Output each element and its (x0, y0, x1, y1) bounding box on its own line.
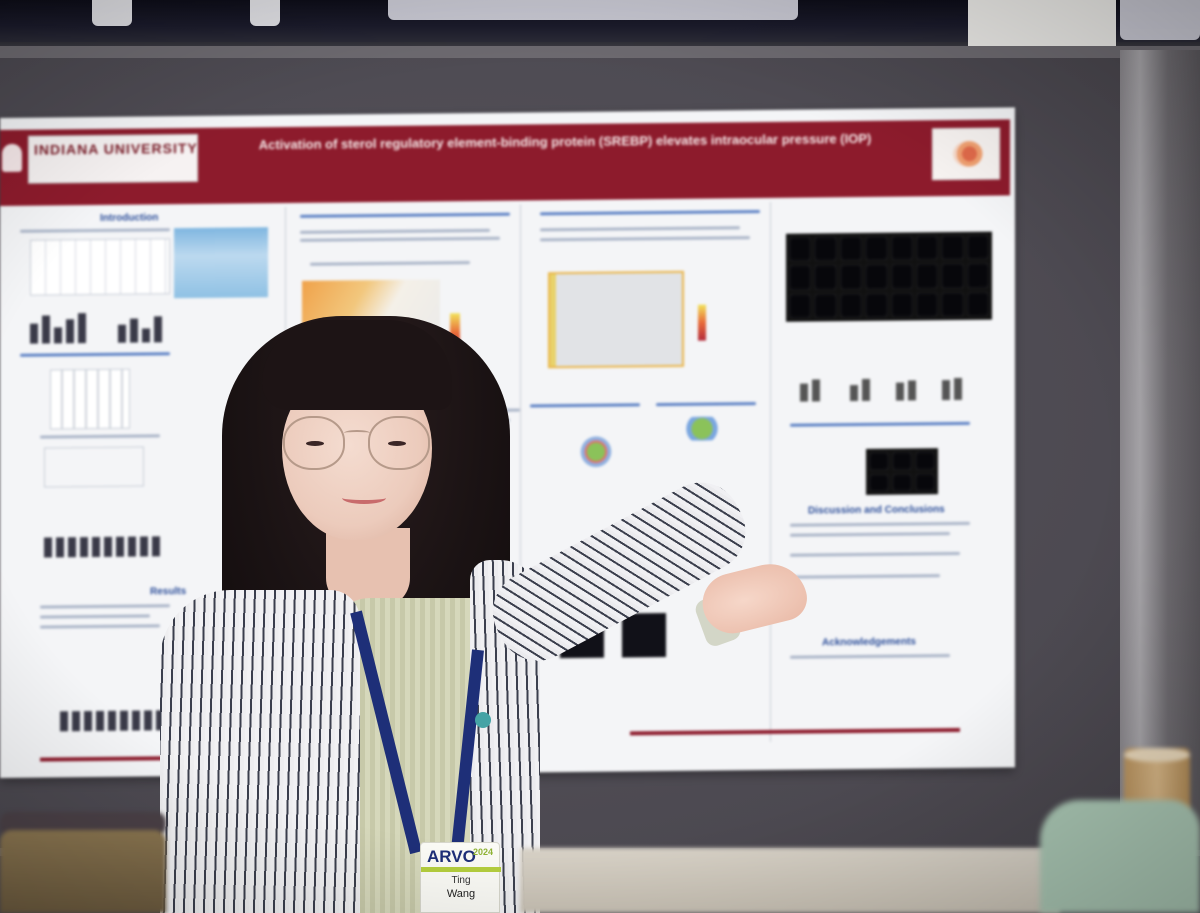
text-line (40, 624, 160, 629)
text-line (790, 421, 970, 427)
text-line (790, 532, 950, 537)
figure-micrograph (622, 613, 666, 658)
badge-brand: ARVO (427, 847, 476, 866)
figure-bar-chart (850, 378, 870, 402)
text-line (790, 654, 950, 659)
text-line (40, 614, 150, 619)
ceiling-truss (388, 0, 798, 20)
text-line (40, 604, 170, 609)
person-bangs (262, 320, 452, 410)
text-line (540, 226, 740, 232)
person-eye (306, 441, 324, 446)
poster-affiliation (210, 170, 920, 177)
figure-image-grid (786, 231, 992, 322)
ceiling-light (92, 0, 132, 26)
section-heading-acknowledgements: Acknowledgements (822, 636, 916, 649)
text-line (540, 210, 760, 216)
ceiling-truss (1120, 0, 1200, 40)
partition-edge (1120, 50, 1200, 850)
figure-bar-chart (118, 312, 162, 343)
floor (520, 848, 1060, 913)
striped-jacket (160, 590, 360, 913)
glasses-lens (368, 416, 430, 470)
badge-stripe (421, 867, 501, 872)
figure-bar-chart (44, 530, 160, 558)
text-line (300, 228, 490, 234)
text-line (300, 212, 510, 218)
glasses-bridge (344, 430, 370, 436)
text-line (530, 403, 640, 408)
text-line (20, 352, 170, 357)
person-eye (388, 441, 406, 446)
badge-year: 2024 (473, 847, 494, 857)
poster-footer-line (630, 727, 960, 736)
text-line (310, 261, 470, 266)
university-trident-icon (2, 143, 22, 172)
figure-heatmap (174, 227, 268, 299)
text-line (40, 434, 160, 439)
text-line (20, 228, 170, 233)
figure-heatmap (548, 270, 684, 369)
text-line (790, 574, 940, 579)
figure-bar-chart (942, 377, 962, 401)
column-divider (770, 201, 771, 742)
figure-bar-chart (896, 378, 916, 401)
text-line (300, 236, 500, 242)
section-heading-introduction: Introduction (100, 212, 159, 224)
poster-header: INDIANA UNIVERSITY Activation of sterol … (0, 119, 1010, 206)
badge-first-name: Ting (451, 875, 471, 886)
figure-image-grid (866, 448, 938, 495)
figure-plot (50, 368, 130, 430)
foreground-jacket (1040, 800, 1200, 913)
person-smile (342, 492, 386, 504)
badge-last-name: Wang (446, 888, 476, 900)
glasses-lens (283, 416, 345, 470)
section-heading-discussion: Discussion and Conclusions (808, 504, 945, 517)
figure-bar-chart (60, 706, 164, 732)
chair (0, 830, 166, 913)
figure-bar-chart (30, 309, 86, 344)
text-line (540, 236, 750, 242)
poster-authors (210, 152, 920, 159)
figure-plot (44, 446, 144, 488)
figure-network (652, 416, 752, 442)
text-line (656, 402, 756, 407)
ceiling-light (250, 0, 280, 26)
section-heading-results: Results (150, 586, 187, 598)
figure-table (30, 238, 170, 296)
eye-logo-icon (932, 127, 1000, 181)
figure-network (556, 421, 636, 483)
figure-bar-chart (800, 379, 820, 402)
text-line (790, 551, 960, 557)
figure-colorbar (698, 304, 706, 341)
lanyard-clip (475, 712, 491, 728)
university-name: INDIANA UNIVERSITY (34, 139, 198, 158)
ceiling-panel (968, 0, 1116, 50)
text-line (790, 521, 970, 527)
poster-title: Activation of sterol regulatory element-… (258, 130, 872, 153)
name-badge: ARVO 2024 Ting Wang (420, 842, 501, 913)
